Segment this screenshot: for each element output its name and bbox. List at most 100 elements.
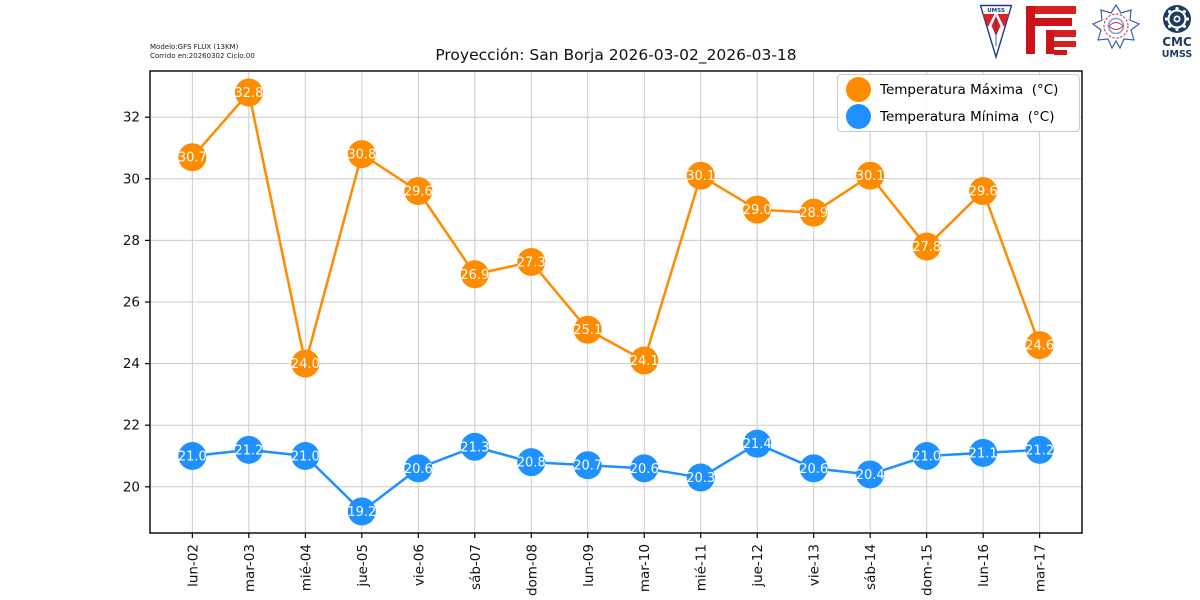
legend-label-max: Temperatura Máxima (°C) — [880, 81, 1059, 98]
data-point-marker — [234, 78, 263, 107]
x-tick-label: jue-12 — [750, 544, 766, 588]
data-point-marker — [686, 161, 715, 190]
data-point-marker — [178, 143, 207, 172]
x-tick-label: mié-04 — [298, 544, 314, 591]
data-point-marker — [1025, 435, 1054, 464]
page-title: Proyección: San Borja 2026-03-02_2026-03… — [435, 46, 797, 64]
data-point-label: 29.6 — [969, 185, 998, 200]
data-point-marker — [799, 454, 828, 483]
data-point-marker — [460, 432, 489, 461]
x-tick-label: jue-05 — [355, 544, 371, 588]
data-point-label: 21.4 — [743, 437, 772, 452]
data-point-label: 27.3 — [517, 255, 546, 270]
data-point-marker — [686, 463, 715, 492]
data-point-label: 30.8 — [347, 148, 376, 163]
logo-bar: UMSS CMC — [935, 0, 1200, 68]
x-tick-label: lun-02 — [185, 544, 201, 587]
data-point-marker — [291, 349, 320, 378]
data-point-marker — [743, 429, 772, 458]
data-point-marker — [347, 497, 376, 526]
data-point-label: 30.7 — [178, 151, 207, 166]
data-point-label: 21.0 — [178, 450, 207, 465]
data-point-label: 24.0 — [291, 357, 320, 372]
y-tick-label: 26 — [123, 295, 140, 311]
data-point-marker — [573, 315, 602, 344]
cmc-umss-logo: CMC UMSS — [1162, 5, 1193, 60]
run-line: Corrido en:20260302 Ciclo:00 — [150, 52, 255, 61]
legend-label-min: Temperatura Mínima (°C) — [880, 108, 1055, 125]
legend-entry-max: Temperatura Máxima (°C) — [838, 77, 1079, 103]
y-tick-label: 30 — [123, 171, 140, 187]
data-point-label: 29.6 — [404, 185, 433, 200]
y-tick-label: 22 — [123, 418, 140, 434]
data-point-label: 20.6 — [799, 462, 828, 477]
data-point-label: 21.0 — [291, 450, 320, 465]
x-tick-label: lun-09 — [581, 544, 597, 587]
x-tick-label: mié-11 — [694, 544, 710, 591]
data-point-label: 20.8 — [517, 456, 546, 471]
data-point-marker — [856, 161, 885, 190]
x-tick-label: vie-13 — [807, 544, 823, 586]
y-tick-label: 24 — [123, 356, 140, 372]
x-tick-label: sáb-07 — [468, 544, 484, 590]
data-point-label: 20.7 — [573, 459, 602, 474]
data-point-marker — [517, 448, 546, 477]
data-point-marker — [969, 438, 998, 467]
data-point-label: 21.3 — [460, 440, 489, 455]
data-point-marker — [404, 177, 433, 206]
data-point-label: 25.1 — [573, 323, 602, 338]
data-point-label: 21.2 — [234, 443, 263, 458]
x-tick-label: mar-10 — [637, 544, 653, 592]
data-point-marker — [291, 442, 320, 470]
x-tick-label: mar-17 — [1033, 544, 1049, 592]
cmc-umss-text: UMSS — [1162, 49, 1193, 60]
department-seal-logo — [1091, 4, 1141, 50]
x-tick-label: lun-16 — [976, 544, 992, 587]
data-point-marker — [630, 454, 659, 483]
data-point-label: 28.9 — [799, 206, 828, 221]
series-line-0 — [191, 91, 1041, 365]
data-point-label: 24.6 — [1025, 339, 1054, 354]
cmc-text: CMC — [1162, 35, 1192, 49]
data-point-marker — [460, 260, 489, 289]
data-point-label: 21.0 — [912, 450, 941, 465]
legend-marker-min-icon — [846, 104, 871, 129]
x-tick-label: sáb-14 — [863, 544, 879, 590]
legend-marker-max-icon — [846, 77, 871, 102]
x-tick-label: vie-06 — [411, 544, 427, 586]
data-point-marker — [178, 442, 207, 470]
y-tick-label: 28 — [123, 233, 140, 249]
y-tick-label: 32 — [123, 110, 140, 126]
chart-legend: Temperatura Máxima (°C) Temperatura Míni… — [837, 74, 1080, 132]
series-line-1 — [192, 442, 1040, 513]
data-point-label: 27.8 — [912, 240, 941, 255]
x-tick-label: mar-03 — [242, 544, 258, 592]
y-tick-label: 20 — [123, 479, 140, 495]
data-point-label: 20.4 — [856, 468, 885, 483]
data-point-label: 32.8 — [234, 86, 263, 101]
umss-pennant-text: UMSS — [987, 8, 1005, 14]
data-point-label: 30.1 — [856, 169, 885, 184]
data-point-marker — [573, 451, 602, 480]
data-point-marker — [799, 198, 828, 227]
data-point-marker — [912, 442, 941, 470]
data-point-label: 19.2 — [347, 505, 376, 520]
data-point-marker — [1025, 331, 1054, 360]
umss-pennant-logo: UMSS — [979, 4, 1013, 60]
data-point-label: 20.6 — [630, 462, 659, 477]
fcyt-logo — [1026, 6, 1076, 55]
data-point-label: 21.2 — [1025, 443, 1054, 458]
data-point-label: 30.1 — [686, 169, 715, 184]
data-point-label: 29.0 — [743, 203, 772, 218]
data-point-marker — [743, 195, 772, 224]
model-line: Modelo:GFS FLUX (13KM) — [150, 43, 239, 51]
data-point-marker — [912, 232, 941, 261]
data-point-label: 21.1 — [969, 446, 998, 461]
x-tick-label: dom-08 — [524, 544, 540, 596]
data-point-marker — [404, 454, 433, 483]
data-point-marker — [234, 435, 263, 464]
data-point-marker — [969, 177, 998, 206]
data-point-label: 20.6 — [404, 462, 433, 477]
data-point-marker — [856, 460, 885, 489]
